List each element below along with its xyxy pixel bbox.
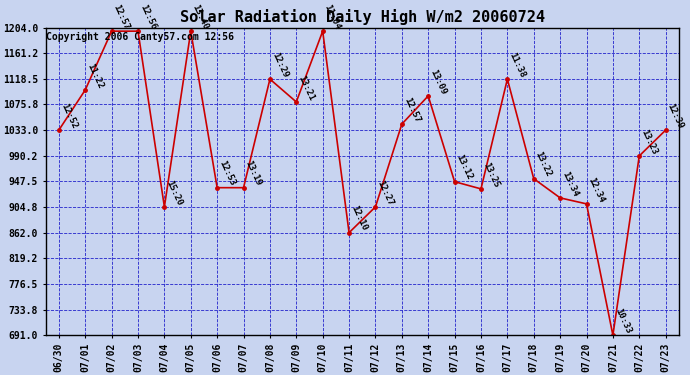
Text: 13:09: 13:09	[428, 68, 448, 96]
Text: 12:52: 12:52	[59, 102, 79, 130]
Text: 13:19: 13:19	[244, 159, 263, 188]
Text: 12:27: 12:27	[375, 179, 395, 207]
Text: 13:23: 13:23	[639, 128, 659, 156]
Text: 10:33: 10:33	[613, 307, 633, 335]
Text: 12:29: 12:29	[270, 51, 289, 79]
Text: 13:21: 13:21	[296, 74, 316, 102]
Text: 11:22: 11:22	[86, 62, 105, 90]
Text: 12:56: 12:56	[138, 3, 157, 31]
Text: 13:12: 13:12	[455, 153, 474, 182]
Text: 13:22: 13:22	[534, 150, 553, 178]
Text: 12:57: 12:57	[402, 96, 422, 124]
Text: 12:53: 12:53	[217, 159, 237, 188]
Text: 12:57: 12:57	[112, 3, 131, 31]
Text: Copyright 2006 Canty57.com 12:56: Copyright 2006 Canty57.com 12:56	[46, 32, 235, 42]
Text: 15:20: 15:20	[164, 179, 184, 207]
Text: 11:38: 11:38	[507, 51, 527, 79]
Text: 13:34: 13:34	[560, 170, 580, 198]
Text: 13:25: 13:25	[481, 161, 500, 189]
Text: 12:34: 12:34	[586, 176, 606, 204]
Text: 13:40: 13:40	[190, 3, 210, 31]
Text: 11:04: 11:04	[323, 3, 342, 31]
Text: 12:39: 12:39	[666, 102, 685, 130]
Text: 12:10: 12:10	[349, 204, 368, 232]
Title: Solar Radiation Daily High W/m2 20060724: Solar Radiation Daily High W/m2 20060724	[180, 9, 545, 25]
